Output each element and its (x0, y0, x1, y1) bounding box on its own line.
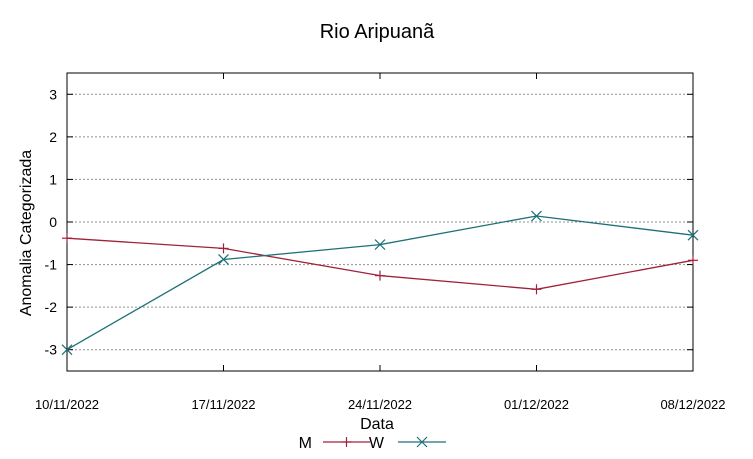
x-axis-label: Data (360, 416, 394, 433)
legend-marker-m (341, 437, 352, 447)
chart-title: Rio Aripuanã (320, 21, 435, 43)
marker-stroke (61, 344, 73, 356)
series-w (61, 210, 699, 356)
y-tick-label: 3 (49, 86, 57, 102)
marker-stroke (374, 239, 386, 250)
x-tick-label: 17/11/2022 (191, 397, 255, 412)
data-point (374, 239, 386, 250)
legend-label-m: M (299, 435, 312, 452)
x-axis-ticks: 10/11/2022 17/11/2022 24/11/2022 01/12/2022… (35, 73, 726, 412)
x-tick-label: 01/12/2022 (504, 397, 569, 412)
marker-stroke (416, 436, 428, 448)
y-tick-label: -2 (45, 299, 58, 315)
data-point (688, 255, 698, 266)
x-tick-label: 08/12/2022 (660, 397, 725, 412)
data-point (218, 243, 229, 254)
y-tick-label: 0 (49, 214, 57, 230)
y-tick-label: -1 (45, 257, 58, 273)
marker-stroke (687, 229, 699, 241)
grid-lines (67, 93, 693, 351)
series-line-m (66, 237, 694, 290)
legend-marker-w (416, 436, 428, 448)
data-point (531, 284, 542, 295)
y-tick-label: -3 (45, 342, 58, 358)
series-layer (61, 210, 699, 356)
legend-label-w: W (369, 435, 385, 452)
data-point (687, 229, 699, 241)
series-m (62, 233, 698, 295)
marker-stroke (531, 210, 542, 222)
x-tick-label: 24/11/2022 (348, 397, 412, 412)
data-point (531, 210, 542, 222)
data-point (61, 344, 73, 356)
y-tick-label: 2 (49, 129, 57, 145)
data-point (218, 254, 229, 265)
data-point (62, 233, 72, 244)
y-axis-label: Anomalia Categorizada (18, 150, 35, 316)
y-tick-label: 1 (49, 171, 57, 187)
data-point (375, 270, 385, 281)
x-tick-label: 10/11/2022 (35, 397, 99, 412)
series-line-w (66, 215, 694, 351)
marker-stroke (218, 254, 229, 265)
y-axis-ticks: 3 2 1 0 -1 -2 -3 (45, 86, 693, 358)
